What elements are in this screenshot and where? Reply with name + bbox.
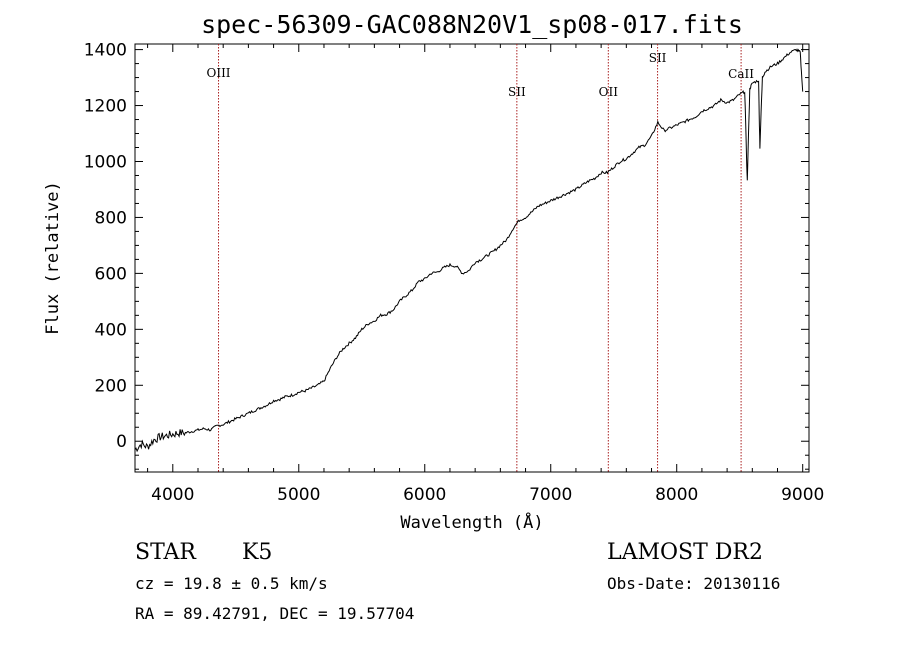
observation-date: Obs-Date: 20130116 [607, 574, 780, 593]
spectral-subclass: K5 [242, 540, 272, 565]
y-tick-label: 1000 [84, 152, 127, 172]
survey-name: LAMOST DR2 [607, 540, 763, 565]
chart-title: spec-56309-GAC088N20V1_sp08-017.fits [201, 10, 743, 39]
line-marker-label: SII [508, 85, 526, 99]
x-tick-label: 8000 [655, 485, 698, 505]
y-tick-label: 1400 [84, 41, 127, 61]
y-tick-label: 600 [95, 264, 127, 284]
coordinates: RA = 89.42791, DEC = 19.57704 [135, 604, 414, 623]
x-tick-label: 6000 [403, 485, 446, 505]
line-marker-label: CaII [728, 67, 754, 81]
object-type: STAR [135, 540, 197, 565]
x-tick-label: 9000 [781, 485, 824, 505]
x-tick-label: 4000 [151, 485, 194, 505]
x-tick-label: 7000 [529, 485, 572, 505]
y-axis-label: Flux (relative) [43, 181, 63, 335]
line-marker-label: OII [599, 85, 619, 99]
line-marker-label: SII [649, 51, 667, 65]
redshift-velocity: cz = 19.8 ± 0.5 km/s [135, 574, 328, 593]
y-tick-label: 200 [95, 376, 127, 396]
x-tick-label: 5000 [277, 485, 320, 505]
y-tick-label: 400 [95, 320, 127, 340]
axis-ticks: 4000 5000 6000 7000 8000 9000 0 200 400 600 800 100… [84, 41, 825, 505]
line-marker-label: OIII [206, 66, 230, 80]
flux-series-line [134, 48, 804, 453]
plot-frame [134, 43, 810, 473]
y-tick-label: 800 [95, 208, 127, 228]
x-axis-label: Wavelength (Å) [400, 511, 543, 533]
emission-line-markers: OIII SII OII SII CaII [206, 44, 754, 472]
y-tick-label: 0 [116, 432, 127, 452]
y-tick-label: 1200 [84, 97, 127, 117]
